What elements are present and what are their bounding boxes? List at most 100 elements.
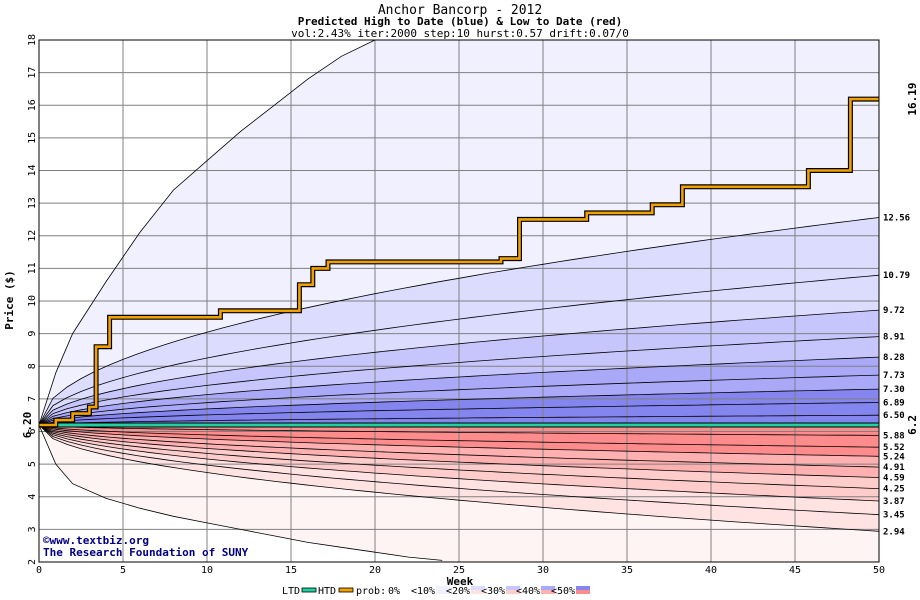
quantile-line-4.59 bbox=[38, 424, 880, 478]
quantile-line-6.89 bbox=[38, 402, 880, 426]
htd-end-label: 16.19 bbox=[906, 82, 919, 115]
quantile-label-7.30: 7.30 bbox=[883, 385, 905, 395]
chart-title: Anchor Bancorp - 2012 bbox=[378, 3, 542, 18]
start-price-label: 6.20 bbox=[21, 412, 34, 439]
quantile-line-5.24 bbox=[38, 424, 880, 457]
y-tick-label-10: 10 bbox=[27, 295, 38, 307]
legend-prob-swatch-1 bbox=[436, 586, 450, 594]
y-tick-label-13: 13 bbox=[27, 197, 38, 209]
y-tick-label-9: 9 bbox=[27, 331, 38, 337]
x-tick-label-15: 15 bbox=[285, 565, 297, 576]
plot-frame bbox=[38, 39, 880, 563]
quantile-label-3.87: 3.87 bbox=[883, 497, 905, 507]
y-axis-label: Price ($) bbox=[3, 270, 16, 330]
quantile-label-6.89: 6.89 bbox=[883, 398, 905, 408]
x-tick-label-40: 40 bbox=[705, 565, 717, 576]
chart-params: vol:2.43% iter:2000 step:10 hurst:0.57 d… bbox=[291, 27, 629, 40]
quantile-label-9.72: 9.72 bbox=[883, 306, 905, 316]
legend-prob-swatch-low-2 bbox=[471, 590, 485, 594]
credit-line-1: ©www.textbiz.org bbox=[43, 534, 149, 547]
quantile-label-3.45: 3.45 bbox=[883, 511, 905, 521]
x-tick-label-10: 10 bbox=[201, 565, 213, 576]
legend-prob-item-5: <50% bbox=[551, 586, 575, 597]
x-tick-label-5: 5 bbox=[120, 565, 126, 576]
legend-prob-swatch-low-5 bbox=[576, 590, 590, 594]
quantile-label-2.94: 2.94 bbox=[883, 527, 905, 537]
quantile-label-10.79: 10.79 bbox=[883, 271, 910, 281]
y-tick-label-6: 6 bbox=[27, 428, 38, 434]
quantile-line-6.50 bbox=[38, 414, 880, 426]
quantile-lines bbox=[38, 39, 880, 561]
legend-prob-label: prob: bbox=[356, 586, 386, 597]
quantile-line-8.28 bbox=[38, 356, 880, 426]
htd-line bbox=[39, 97, 879, 427]
x-tick-label-50: 50 bbox=[873, 565, 885, 576]
quantile-label-4.25: 4.25 bbox=[883, 485, 905, 495]
quantile-label-4.59: 4.59 bbox=[883, 474, 905, 484]
legend-prob-swatch-0 bbox=[401, 586, 415, 594]
x-axis-ticks: 0 5 10 15 20 25 30 35 40 45 50 bbox=[36, 565, 885, 576]
y-tick-label-18: 18 bbox=[27, 34, 38, 46]
y-tick-label-17: 17 bbox=[27, 67, 38, 79]
x-tick-label-0: 0 bbox=[36, 565, 42, 576]
credit-line-2: The Research Foundation of SUNY bbox=[43, 546, 249, 559]
ltd-end-label: 6.2 bbox=[906, 415, 919, 435]
outer-high-line bbox=[38, 39, 376, 426]
legend-htd-swatch bbox=[338, 587, 354, 593]
quantile-line-7.30 bbox=[38, 388, 880, 426]
quantile-label-5.88: 5.88 bbox=[883, 431, 905, 441]
y-tick-label-7: 7 bbox=[27, 396, 38, 402]
quantile-line-9.72 bbox=[38, 309, 880, 426]
quantile-label-6.50: 6.50 bbox=[883, 411, 905, 421]
quantile-line-4.91 bbox=[38, 424, 880, 468]
x-tick-label-35: 35 bbox=[621, 565, 633, 576]
quantile-line-7.73 bbox=[38, 374, 880, 426]
outer-low-line bbox=[38, 424, 443, 561]
plot-border bbox=[38, 39, 880, 563]
quantile-label-7.73: 7.73 bbox=[883, 371, 905, 381]
y-tick-label-15: 15 bbox=[27, 132, 38, 144]
y-tick-label-2: 2 bbox=[27, 559, 38, 565]
x-tick-label-20: 20 bbox=[369, 565, 381, 576]
quantile-labels: 12.56 10.79 9.72 8.91 8.28 7.73 7.30 6.89 6.50 5.… bbox=[883, 213, 910, 537]
legend-ltd-swatch bbox=[301, 587, 317, 593]
quantile-line-3.87 bbox=[38, 424, 880, 502]
y-tick-label-12: 12 bbox=[27, 230, 38, 242]
x-axis-label: Week bbox=[447, 575, 474, 588]
y-tick-label-3: 3 bbox=[27, 526, 38, 532]
quantile-line-3.45 bbox=[38, 424, 880, 516]
quantile-line-4.25 bbox=[38, 424, 880, 489]
quantile-label-12.56: 12.56 bbox=[883, 213, 910, 223]
quantile-label-5.52: 5.52 bbox=[883, 443, 905, 453]
quantile-line-5.52 bbox=[38, 424, 880, 448]
legend-prob-item-1: <10% bbox=[411, 586, 435, 597]
x-tick-label-45: 45 bbox=[789, 565, 801, 576]
quantile-line-5.88 bbox=[38, 424, 880, 436]
quantile-line-12.56 bbox=[38, 217, 880, 426]
quantile-line-2.94 bbox=[38, 424, 880, 532]
quantile-line-8.91 bbox=[38, 336, 880, 426]
chart-subtitle: Predicted High to Date (blue) & Low to D… bbox=[298, 15, 623, 28]
quantile-label-4.91: 4.91 bbox=[883, 463, 905, 473]
legend-prob-item-2: <20% bbox=[446, 586, 470, 597]
legend-prob-swatch-low-3 bbox=[506, 590, 520, 594]
quantile-label-8.28: 8.28 bbox=[883, 353, 905, 363]
legend-htd-label: HTD bbox=[318, 586, 336, 597]
legend-prob-item-0: 0% bbox=[388, 586, 400, 597]
x-tick-label-25: 25 bbox=[453, 565, 465, 576]
y-tick-label-5: 5 bbox=[27, 461, 38, 467]
y-tick-label-8: 8 bbox=[27, 363, 38, 369]
y-tick-label-16: 16 bbox=[27, 99, 38, 111]
y-tick-label-4: 4 bbox=[27, 494, 38, 500]
legend: LTD HTD prob: 0% <10% <20% <30% <40% <50% bbox=[282, 586, 590, 597]
quantile-label-8.91: 8.91 bbox=[883, 333, 905, 343]
legend-prob-item-4: <40% bbox=[516, 586, 540, 597]
legend-ltd-label: LTD bbox=[282, 586, 300, 597]
y-axis-ticks: 2 3 4 5 6 7 8 9 10 11 12 13 14 15 16 17 18 bbox=[27, 34, 38, 565]
x-tick-label-30: 30 bbox=[537, 565, 549, 576]
quantile-label-5.24: 5.24 bbox=[883, 452, 905, 462]
legend-prob-swatch-low-4 bbox=[541, 590, 555, 594]
price-series bbox=[39, 96, 879, 428]
y-tick-label-14: 14 bbox=[27, 164, 38, 176]
